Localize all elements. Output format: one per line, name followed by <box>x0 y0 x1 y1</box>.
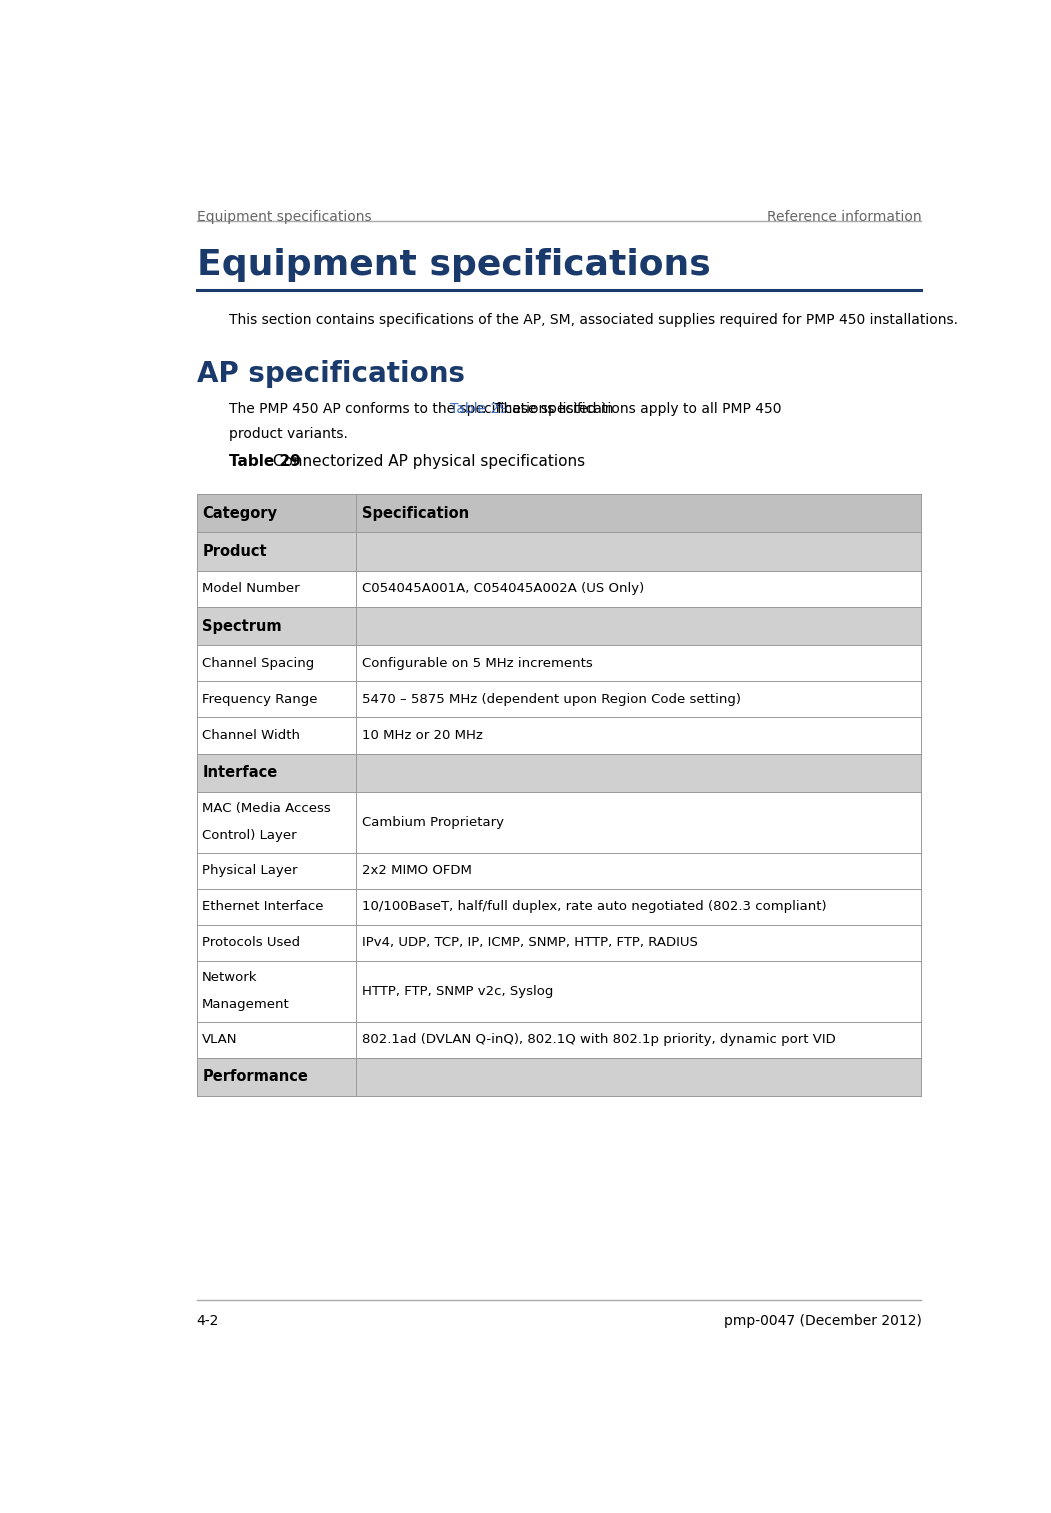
Text: Reference information: Reference information <box>767 209 922 224</box>
Text: MAC (Media Access: MAC (Media Access <box>202 802 331 816</box>
Bar <box>197 681 922 717</box>
Bar <box>197 493 922 533</box>
Text: Physical Layer: Physical Layer <box>202 864 297 878</box>
Bar <box>197 607 922 645</box>
Text: Control) Layer: Control) Layer <box>202 829 296 843</box>
Text: Ethernet Interface: Ethernet Interface <box>202 900 324 914</box>
Bar <box>197 753 922 791</box>
Bar <box>197 961 922 1021</box>
Text: 4-2: 4-2 <box>197 1313 219 1328</box>
Text: product variants.: product variants. <box>229 427 348 442</box>
Text: Channel Width: Channel Width <box>202 729 301 741</box>
Bar <box>197 1021 922 1058</box>
Bar <box>197 791 922 853</box>
Bar <box>197 645 922 681</box>
Bar <box>197 1058 922 1095</box>
Text: This section contains specifications of the AP, SM, associated supplies required: This section contains specifications of … <box>229 313 959 327</box>
Text: Management: Management <box>202 999 290 1011</box>
Text: HTTP, FTP, SNMP v2c, Syslog: HTTP, FTP, SNMP v2c, Syslog <box>362 985 553 997</box>
Text: Interface: Interface <box>202 766 277 781</box>
Text: 10 MHz or 20 MHz: 10 MHz or 20 MHz <box>362 729 482 741</box>
Bar <box>197 717 922 753</box>
Text: Channel Spacing: Channel Spacing <box>202 657 314 670</box>
Text: Equipment specifications: Equipment specifications <box>197 209 371 224</box>
Text: 10/100BaseT, half/full duplex, rate auto negotiated (802.3 compliant): 10/100BaseT, half/full duplex, rate auto… <box>362 900 826 914</box>
Text: Configurable on 5 MHz increments: Configurable on 5 MHz increments <box>362 657 593 670</box>
Text: VLAN: VLAN <box>202 1033 238 1045</box>
Text: Network: Network <box>202 971 257 985</box>
Text: AP specifications: AP specifications <box>197 360 465 387</box>
Text: Spectrum: Spectrum <box>202 619 282 634</box>
Text: Table 29: Table 29 <box>229 454 301 469</box>
Text: Equipment specifications: Equipment specifications <box>197 248 710 281</box>
Text: C054045A001A, C054045A002A (US Only): C054045A001A, C054045A002A (US Only) <box>362 583 644 595</box>
Text: Performance: Performance <box>202 1070 308 1085</box>
Text: Category: Category <box>202 505 277 520</box>
Text: Specification: Specification <box>362 505 469 520</box>
Text: The PMP 450 AP conforms to the specifications listed in: The PMP 450 AP conforms to the specifica… <box>229 402 618 416</box>
Text: Cambium Proprietary: Cambium Proprietary <box>362 816 503 829</box>
Text: .  These specifications apply to all PMP 450: . These specifications apply to all PMP … <box>482 402 782 416</box>
Text: Protocols Used: Protocols Used <box>202 937 301 949</box>
Text: 2x2 MIMO OFDM: 2x2 MIMO OFDM <box>362 864 472 878</box>
Bar <box>197 888 922 924</box>
Text: pmp-0047 (December 2012): pmp-0047 (December 2012) <box>723 1313 922 1328</box>
Bar <box>197 924 922 961</box>
Bar <box>197 533 922 570</box>
Text: Table 29: Table 29 <box>450 402 509 416</box>
Text: Connectorized AP physical specifications: Connectorized AP physical specifications <box>268 454 585 469</box>
Text: Frequency Range: Frequency Range <box>202 693 317 707</box>
Text: 5470 – 5875 MHz (dependent upon Region Code setting): 5470 – 5875 MHz (dependent upon Region C… <box>362 693 741 707</box>
Bar <box>197 853 922 888</box>
Text: Product: Product <box>202 545 267 558</box>
Bar <box>197 570 922 607</box>
Text: 802.1ad (DVLAN Q-inQ), 802.1Q with 802.1p priority, dynamic port VID: 802.1ad (DVLAN Q-inQ), 802.1Q with 802.1… <box>362 1033 836 1045</box>
Text: IPv4, UDP, TCP, IP, ICMP, SNMP, HTTP, FTP, RADIUS: IPv4, UDP, TCP, IP, ICMP, SNMP, HTTP, FT… <box>362 937 698 949</box>
Text: Model Number: Model Number <box>202 583 300 595</box>
